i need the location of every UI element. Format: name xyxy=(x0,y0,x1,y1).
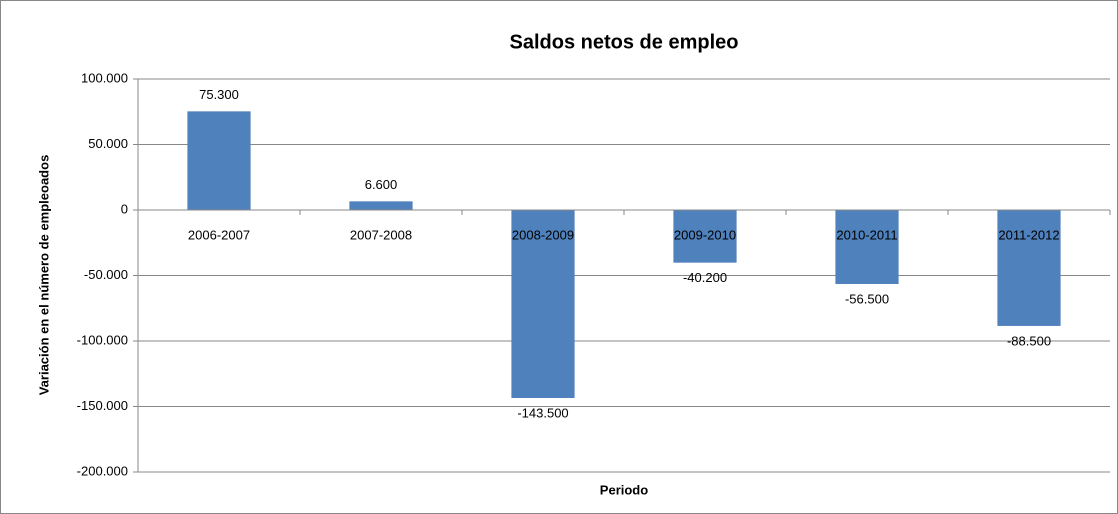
x-axis-label: Periodo xyxy=(600,482,648,497)
x-tick-label: 2007-2008 xyxy=(350,227,412,242)
y-tick-label: -50.000 xyxy=(84,267,128,282)
y-tick-label: -100.000 xyxy=(77,332,128,347)
bar xyxy=(997,210,1061,326)
data-label: -40.200 xyxy=(683,270,727,285)
x-tick-label: 2006-2007 xyxy=(188,227,250,242)
y-tick-label: -150.000 xyxy=(77,398,128,413)
data-label: -88.500 xyxy=(1007,333,1051,348)
x-tick-label: 2010-2011 xyxy=(836,227,897,242)
bar xyxy=(187,111,251,210)
x-tick-label: 2009-2010 xyxy=(674,227,736,242)
y-tick-label: 0 xyxy=(121,201,128,216)
y-tick-label: -200.000 xyxy=(77,463,128,478)
bar xyxy=(673,210,737,263)
data-label: 6.600 xyxy=(365,177,398,192)
data-label: -56.500 xyxy=(845,291,889,306)
chart-title: Saldos netos de empleo xyxy=(510,31,739,53)
x-tick-label: 2011-2012 xyxy=(998,227,1059,242)
bar xyxy=(511,210,575,398)
x-tick-label: 2008-2009 xyxy=(512,227,574,242)
y-tick-label: 50.000 xyxy=(88,136,128,151)
data-label: -143.500 xyxy=(517,405,568,420)
y-axis-label: Variación en el número de empleoados xyxy=(36,155,51,396)
y-tick-label: 100.000 xyxy=(81,70,128,85)
bar xyxy=(349,201,413,210)
bar xyxy=(835,210,899,285)
data-label: 75.300 xyxy=(199,87,239,102)
